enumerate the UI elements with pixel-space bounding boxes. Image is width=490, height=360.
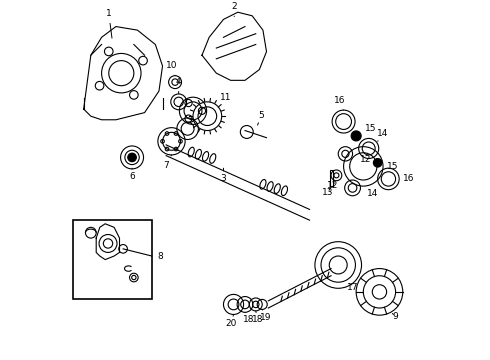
Text: 16: 16 [334,95,346,110]
Text: 6: 6 [129,168,135,181]
Text: 15: 15 [387,162,398,171]
Bar [330,170,333,186]
Text: 4: 4 [176,77,181,94]
Text: 12: 12 [327,181,339,190]
Text: 17: 17 [347,283,358,292]
Text: 7: 7 [163,155,172,170]
Text: 9: 9 [392,312,398,321]
Text: 12: 12 [360,155,371,164]
Circle shape [351,131,361,141]
Text: 18: 18 [243,312,254,324]
Circle shape [128,153,136,162]
Text: 15: 15 [365,124,377,133]
Text: 20: 20 [226,315,237,328]
Text: 3: 3 [220,168,226,183]
Bar [73,220,152,299]
Text: 8: 8 [157,252,163,261]
Text: 1: 1 [106,9,112,38]
Text: 14: 14 [377,129,389,141]
Text: 2: 2 [231,2,237,17]
Circle shape [373,158,382,167]
Text: 19: 19 [260,310,271,322]
Text: 14: 14 [367,189,378,198]
Text: 5: 5 [258,111,264,125]
Text: 16: 16 [403,175,414,184]
Text: 10: 10 [166,61,177,76]
Text: 18: 18 [252,311,263,324]
Text: 11: 11 [218,93,231,107]
Text: 13: 13 [322,188,333,197]
